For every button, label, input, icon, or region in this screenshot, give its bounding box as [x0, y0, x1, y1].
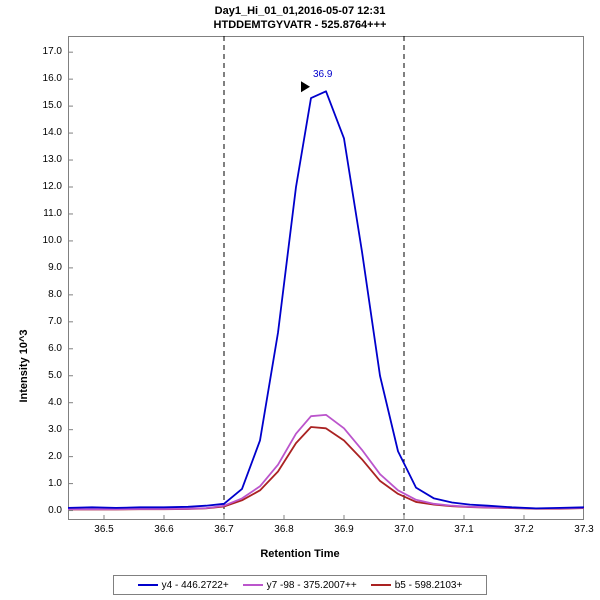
y-axis-label-container: Intensity 10^3: [2, 200, 30, 402]
legend-item[interactable]: y4 - 446.2722+: [137, 579, 229, 591]
y-tick-label: 10.0: [42, 234, 62, 246]
y-tick-label: 4.0: [48, 396, 62, 408]
series-line-2[interactable]: [68, 426, 584, 511]
y-axis-label: Intensity 10^3: [18, 329, 30, 403]
legend-label: y4 - 446.2722+: [161, 579, 229, 591]
legend-item[interactable]: y7 -98 - 375.2007++: [242, 579, 357, 591]
title-line-2: HTDDEMTGYVATR - 525.8764+++: [213, 19, 387, 31]
y-tick-label: 0.0: [48, 504, 62, 516]
legend-item[interactable]: b5 - 598.2103+: [370, 579, 463, 591]
y-tick-label: 5.0: [48, 369, 62, 381]
y-tick-label: 9.0: [48, 261, 62, 273]
peak-apex-marker[interactable]: [301, 81, 310, 93]
y-tick-label: 7.0: [48, 315, 62, 327]
x-tick-label: 37.1: [454, 524, 474, 535]
x-axis-label: Retention Time: [260, 548, 340, 560]
peak-apex-label: 36.9: [313, 69, 333, 81]
y-tick-label: 11.0: [43, 207, 62, 219]
y-tick-label: 3.0: [48, 423, 62, 435]
x-tick-label: 36.8: [274, 524, 294, 535]
x-tick-label: 36.9: [334, 524, 354, 535]
plot-frame: [68, 36, 584, 520]
tick-marks: [68, 51, 584, 520]
x-tick-label: 37.3: [574, 524, 594, 535]
y-tick-label: 17.0: [42, 46, 62, 58]
chromatogram-plot[interactable]: [68, 36, 584, 520]
series-line-1[interactable]: [68, 413, 584, 511]
plot-area: [68, 36, 584, 520]
y-tick-label: 8.0: [48, 288, 62, 300]
x-tick-label: 36.6: [154, 524, 174, 535]
legend-swatch: [242, 584, 263, 586]
x-tick-label: 37.2: [514, 524, 534, 535]
series-line-0[interactable]: [68, 90, 584, 510]
legend-label: y7 -98 - 375.2007++: [266, 579, 357, 591]
title-line-1: Day1_Hi_01_01,2016-05-07 12:31: [214, 5, 386, 17]
y-tick-label: 12.0: [42, 180, 62, 192]
y-tick-label: 1.0: [48, 477, 62, 489]
legend: y4 - 446.2722+ y7 -98 - 375.2007++ b5 - 59…: [113, 575, 487, 595]
y-tick-label: 14.0: [42, 127, 62, 139]
y-tick-label: 6.0: [48, 342, 62, 354]
x-tick-label: 37.0: [394, 524, 414, 535]
y-tick-label: 2.0: [48, 450, 62, 462]
y-tick-label: 13.0: [42, 154, 62, 166]
x-tick-label: 36.5: [94, 524, 114, 535]
legend-label: b5 - 598.2103+: [394, 579, 463, 591]
x-tick-label: 36.7: [214, 524, 234, 535]
legend-swatch: [370, 584, 391, 586]
page-title: Day1_Hi_01_01,2016-05-07 12:31 HTDDEMTGY…: [0, 4, 600, 32]
legend-swatch: [137, 584, 158, 586]
y-tick-label: 16.0: [42, 73, 62, 85]
y-tick-label: 15.0: [42, 100, 62, 112]
